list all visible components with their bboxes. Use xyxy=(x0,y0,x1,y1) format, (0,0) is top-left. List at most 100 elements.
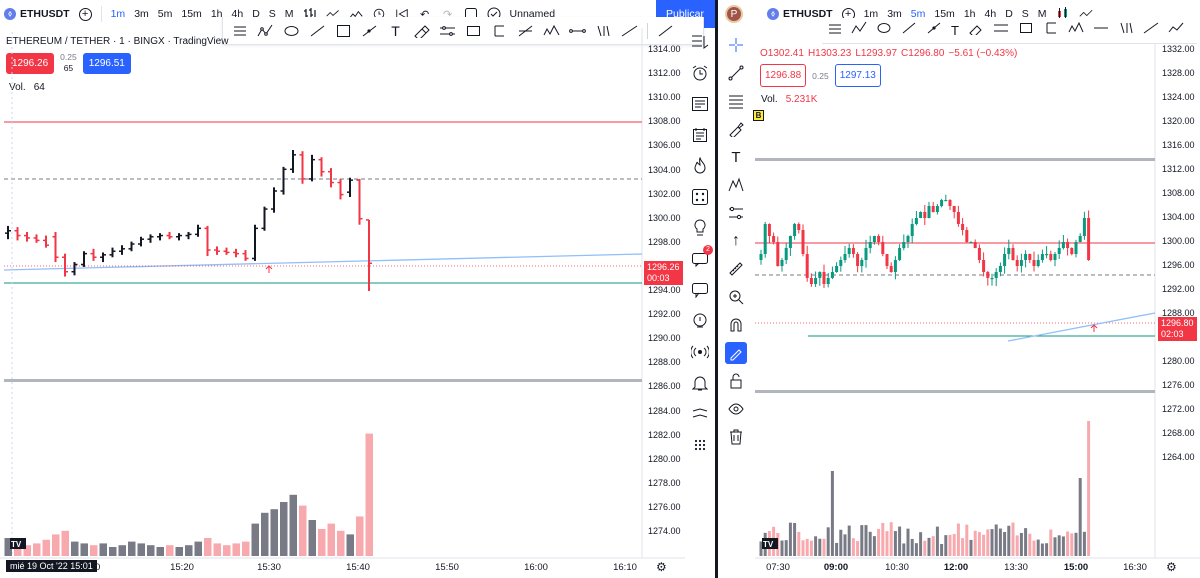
right-pane-separator[interactable] xyxy=(755,390,1155,393)
prediction-icon[interactable] xyxy=(725,202,747,224)
vertical-line-icon[interactable] xyxy=(595,22,612,39)
chat-icon[interactable]: 2 xyxy=(689,245,713,271)
left-symbol-search[interactable]: ⬨ ETHUSDT xyxy=(4,8,70,20)
right-interval-1m[interactable]: 1m xyxy=(863,8,879,20)
right-buy-button[interactable]: 1297.13 xyxy=(834,64,881,87)
rectangle-tool-icon[interactable] xyxy=(335,22,352,39)
hotlist-fire-icon[interactable] xyxy=(689,154,711,178)
right-trend-line-icon[interactable] xyxy=(901,21,917,40)
measure-tool-icon[interactable] xyxy=(465,22,482,39)
interval-1m[interactable]: 1m xyxy=(110,8,126,20)
left-settings-gear-icon[interactable]: ⚙ xyxy=(656,560,667,574)
forecast-tool-icon[interactable] xyxy=(621,22,638,39)
text-tool-icon[interactable]: T xyxy=(391,22,400,39)
fib-levels-icon[interactable] xyxy=(725,90,747,112)
chart-type-bars-icon[interactable] xyxy=(303,7,317,21)
ideas-lightbulb-icon[interactable] xyxy=(689,216,711,240)
left-pane-separator[interactable] xyxy=(4,379,642,382)
right-fib-tool-icon[interactable] xyxy=(851,21,867,40)
right-text-tool-icon[interactable]: T xyxy=(951,23,959,38)
right-forecast-tool-icon[interactable] xyxy=(1143,21,1159,40)
right-symbol-search[interactable]: ⬨ ETHUSDT xyxy=(767,8,833,20)
collapse-toolbar-icon[interactable] xyxy=(657,22,674,39)
user-avatar[interactable]: P xyxy=(725,5,743,23)
left-buy-button[interactable]: 1296.51 xyxy=(82,52,131,74)
right-shape-tool-icon[interactable] xyxy=(876,21,892,40)
right-top-pane-separator[interactable] xyxy=(755,158,1155,161)
watchlist-icon[interactable] xyxy=(689,30,711,54)
path-tool-icon[interactable] xyxy=(543,22,560,39)
interval-1h[interactable]: 1h xyxy=(210,8,223,20)
left-tradingview-logo-icon[interactable]: TV xyxy=(10,538,26,549)
shape-tool-icon[interactable] xyxy=(283,22,300,39)
text-icon[interactable]: T xyxy=(731,148,741,166)
right-ray-tool-icon[interactable] xyxy=(926,21,942,40)
indicators-icon[interactable] xyxy=(325,7,340,21)
redo-icon[interactable]: ↷ xyxy=(442,8,453,21)
interval-4h[interactable]: 4h xyxy=(231,8,244,20)
right-measure-tool-icon[interactable] xyxy=(1018,21,1034,40)
right-b-marker[interactable]: B xyxy=(753,110,764,121)
crosshair-icon[interactable] xyxy=(725,34,747,56)
right-interval-s[interactable]: S xyxy=(1021,8,1029,20)
channel-tool-icon[interactable] xyxy=(517,22,534,39)
alarm-clock-icon[interactable] xyxy=(689,61,711,85)
right-interval-4h[interactable]: 4h xyxy=(984,8,997,20)
right-drag-handle-icon[interactable] xyxy=(828,22,842,40)
lock-icon[interactable] xyxy=(725,370,747,392)
right-pitchfork-tool-icon[interactable] xyxy=(1043,21,1059,40)
pattern-tool-icon[interactable] xyxy=(439,22,456,39)
trendline-tool-icon[interactable] xyxy=(725,62,747,84)
interval-m[interactable]: M xyxy=(284,8,294,20)
compare-add-icon[interactable]: + xyxy=(78,7,92,21)
patterns-icon[interactable] xyxy=(725,174,747,196)
interval-d[interactable]: D xyxy=(252,8,260,20)
right-path-tool-icon[interactable] xyxy=(1068,21,1084,40)
right-interval-1h[interactable]: 1h xyxy=(963,8,976,20)
left-trend-line[interactable] xyxy=(3,253,643,271)
right-extra-tool-icon[interactable] xyxy=(1168,21,1184,40)
right-brush-tool-icon[interactable] xyxy=(968,21,984,40)
range-tool-icon[interactable] xyxy=(569,22,586,39)
right-trend-line[interactable] xyxy=(1007,312,1156,342)
collapse-panel-icon[interactable] xyxy=(689,402,711,426)
right-interval-5m[interactable]: 5m xyxy=(910,8,926,20)
left-sell-button[interactable]: 1296.26 xyxy=(6,52,55,74)
right-interval-15m[interactable]: 15m xyxy=(934,8,955,20)
right-interval-m[interactable]: M xyxy=(1037,8,1047,20)
cursor-arrow-icon[interactable]: ↑ xyxy=(732,232,740,249)
notifications-bell-icon[interactable] xyxy=(689,371,711,395)
ruler-icon[interactable] xyxy=(725,258,747,280)
brush-tool-icon[interactable] xyxy=(413,22,430,39)
visibility-eye-icon[interactable] xyxy=(725,398,747,420)
news-icon[interactable] xyxy=(689,92,711,116)
trend-line-icon[interactable] xyxy=(309,22,326,39)
right-interval-d[interactable]: D xyxy=(1005,8,1013,20)
interval-15m[interactable]: 15m xyxy=(181,8,202,20)
drag-handle-icon[interactable] xyxy=(231,22,248,39)
right-price-chart[interactable]: TV xyxy=(718,0,1200,578)
replay-icon[interactable] xyxy=(395,7,409,21)
ray-tool-icon[interactable] xyxy=(361,22,378,39)
right-vertical-line-icon[interactable] xyxy=(1118,21,1134,40)
broadcast-icon[interactable] xyxy=(689,340,711,364)
right-tradingview-logo-icon[interactable]: TV xyxy=(762,538,778,549)
zoom-in-icon[interactable] xyxy=(725,286,747,308)
pitchfork-tool-icon[interactable] xyxy=(491,22,508,39)
right-indicators-icon[interactable] xyxy=(1079,7,1093,21)
interval-3m[interactable]: 3m xyxy=(134,8,149,20)
left-price-chart[interactable]: TV xyxy=(0,28,685,578)
keep-drawing-icon[interactable] xyxy=(725,342,747,364)
right-settings-gear-icon[interactable]: ⚙ xyxy=(1166,560,1177,574)
interval-5m[interactable]: 5m xyxy=(157,8,173,20)
right-pattern-tool-icon[interactable] xyxy=(993,21,1009,40)
more-apps-icon[interactable] xyxy=(689,433,711,457)
magnet-icon[interactable] xyxy=(725,314,747,336)
right-range-tool-icon[interactable] xyxy=(1093,21,1109,40)
interval-s[interactable]: S xyxy=(268,8,276,20)
left-quantity[interactable]: 65 xyxy=(63,63,74,73)
messages-icon[interactable] xyxy=(689,278,711,302)
fib-tool-icon[interactable] xyxy=(257,22,274,39)
calendar-list-icon[interactable] xyxy=(689,123,711,147)
help-bulb-icon[interactable] xyxy=(689,309,711,333)
